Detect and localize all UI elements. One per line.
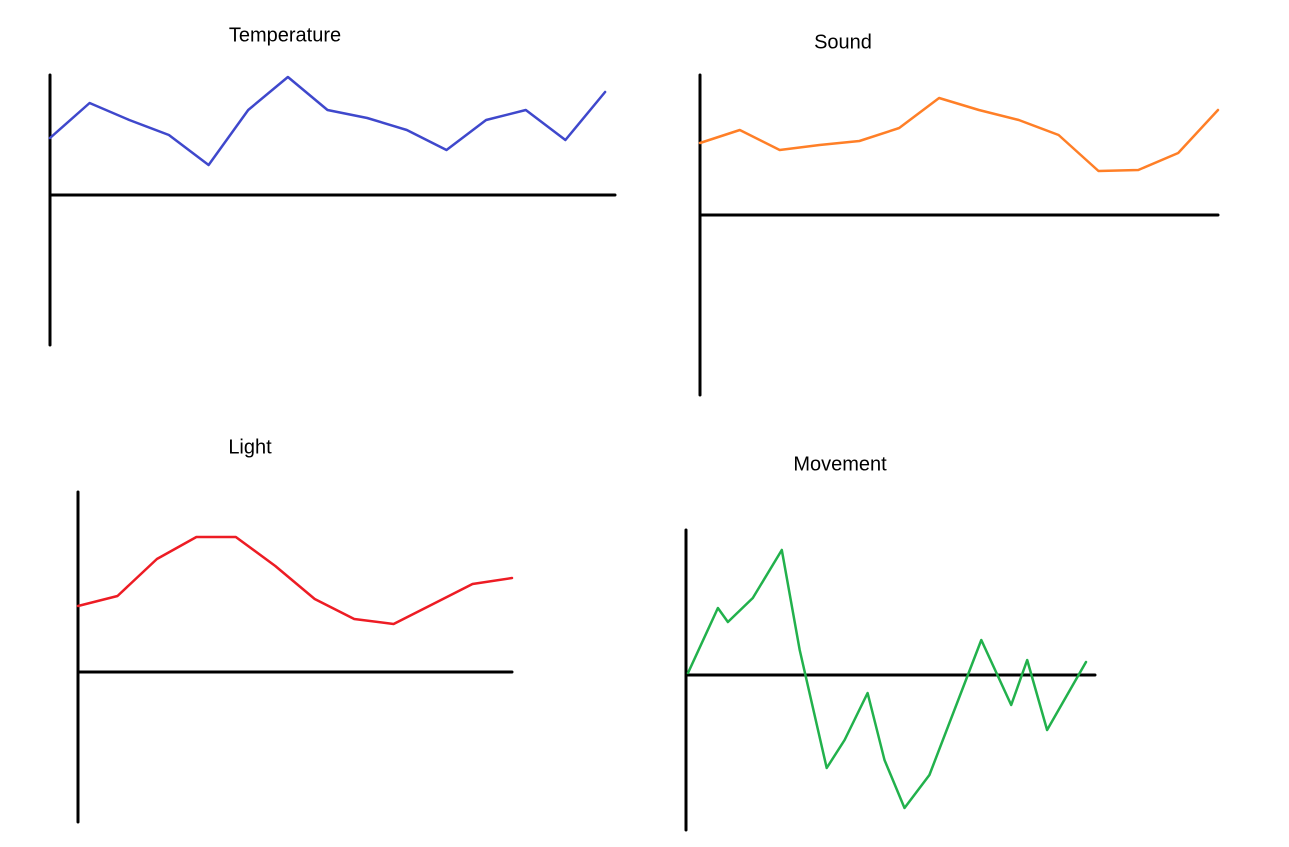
- data-line: [48, 75, 607, 167]
- chart-title: Light: [228, 436, 272, 458]
- chart-title: Movement: [793, 453, 887, 475]
- data-line: [698, 96, 1220, 173]
- chart-title: Temperature: [229, 24, 341, 46]
- data-line: [76, 535, 514, 626]
- chart-title: Sound: [814, 31, 872, 53]
- data-line: [686, 548, 1088, 810]
